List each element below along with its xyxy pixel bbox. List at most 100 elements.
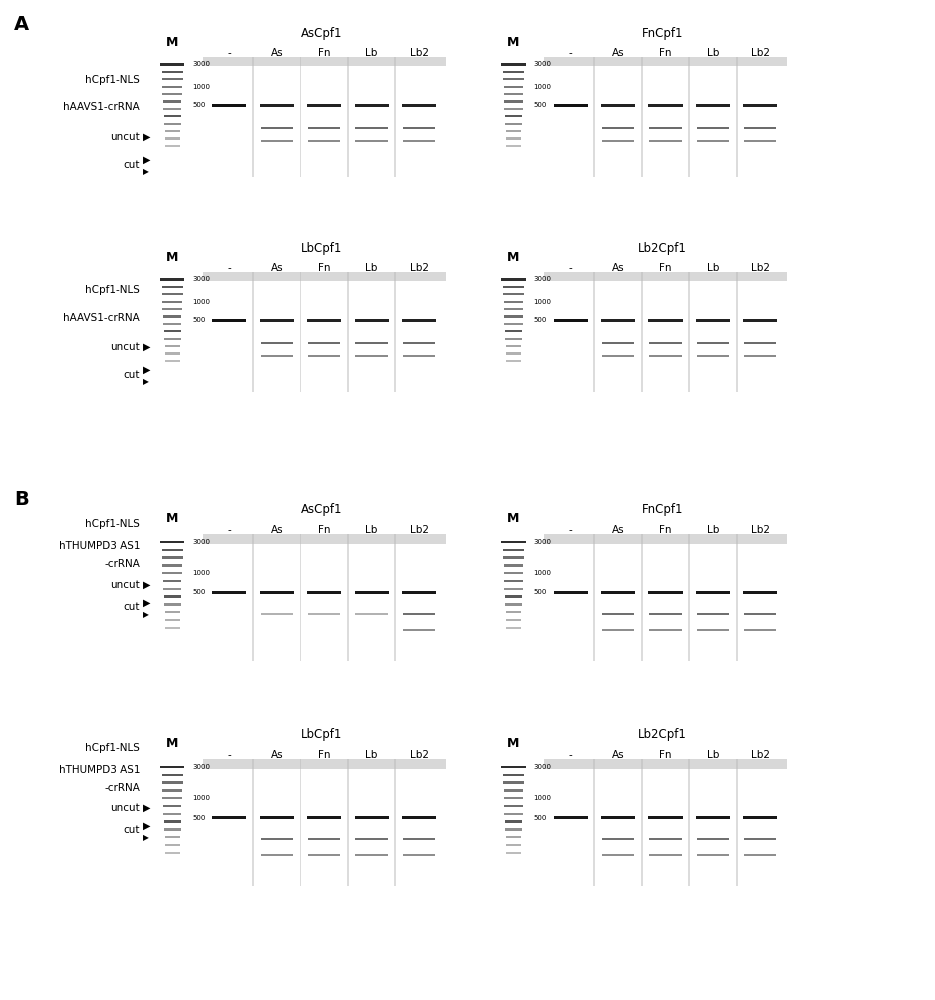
FancyBboxPatch shape xyxy=(503,774,525,776)
FancyBboxPatch shape xyxy=(403,854,435,856)
FancyBboxPatch shape xyxy=(347,272,349,392)
FancyBboxPatch shape xyxy=(164,828,180,831)
FancyBboxPatch shape xyxy=(501,278,525,281)
FancyBboxPatch shape xyxy=(688,272,690,392)
Text: As: As xyxy=(270,263,283,273)
FancyBboxPatch shape xyxy=(299,759,301,886)
Text: As: As xyxy=(270,750,283,760)
Text: Lb: Lb xyxy=(707,525,719,535)
FancyBboxPatch shape xyxy=(696,104,730,107)
FancyBboxPatch shape xyxy=(212,319,247,322)
FancyBboxPatch shape xyxy=(736,272,738,392)
FancyBboxPatch shape xyxy=(601,319,635,322)
FancyBboxPatch shape xyxy=(163,308,182,310)
Text: hCpf1-NLS: hCpf1-NLS xyxy=(85,743,140,753)
FancyBboxPatch shape xyxy=(164,108,181,110)
FancyBboxPatch shape xyxy=(594,534,596,661)
FancyBboxPatch shape xyxy=(744,629,776,631)
FancyBboxPatch shape xyxy=(744,355,776,357)
FancyBboxPatch shape xyxy=(163,301,182,303)
FancyBboxPatch shape xyxy=(395,57,396,177)
Text: Fn: Fn xyxy=(659,263,671,273)
FancyBboxPatch shape xyxy=(505,820,522,823)
FancyBboxPatch shape xyxy=(505,813,523,815)
FancyBboxPatch shape xyxy=(165,360,180,362)
FancyBboxPatch shape xyxy=(505,828,522,831)
FancyBboxPatch shape xyxy=(395,759,396,886)
FancyBboxPatch shape xyxy=(640,272,642,392)
FancyBboxPatch shape xyxy=(307,319,341,322)
FancyBboxPatch shape xyxy=(506,130,521,132)
FancyBboxPatch shape xyxy=(744,854,776,856)
Text: Lb: Lb xyxy=(366,750,378,760)
Text: -: - xyxy=(568,525,572,535)
FancyBboxPatch shape xyxy=(601,591,635,594)
FancyBboxPatch shape xyxy=(160,63,184,66)
Text: ▶: ▶ xyxy=(143,821,151,831)
FancyBboxPatch shape xyxy=(744,613,776,615)
Text: hCpf1-NLS: hCpf1-NLS xyxy=(85,285,140,295)
FancyBboxPatch shape xyxy=(504,308,524,310)
Text: ▶: ▶ xyxy=(143,610,149,619)
FancyBboxPatch shape xyxy=(403,355,435,357)
Text: 3000: 3000 xyxy=(192,276,210,282)
FancyBboxPatch shape xyxy=(697,854,729,856)
Text: 1000: 1000 xyxy=(533,570,552,576)
FancyBboxPatch shape xyxy=(309,613,340,615)
FancyBboxPatch shape xyxy=(260,104,294,107)
Text: Lb2: Lb2 xyxy=(410,48,428,58)
FancyBboxPatch shape xyxy=(506,844,521,846)
Text: -: - xyxy=(227,48,231,58)
FancyBboxPatch shape xyxy=(403,140,435,142)
FancyBboxPatch shape xyxy=(505,108,523,110)
FancyBboxPatch shape xyxy=(650,342,682,344)
Text: 1000: 1000 xyxy=(533,299,552,305)
Text: As: As xyxy=(611,750,625,760)
Text: uncut: uncut xyxy=(110,132,140,142)
FancyBboxPatch shape xyxy=(261,127,293,129)
FancyBboxPatch shape xyxy=(203,57,446,66)
FancyBboxPatch shape xyxy=(299,534,301,661)
FancyBboxPatch shape xyxy=(602,629,634,631)
FancyBboxPatch shape xyxy=(505,603,522,606)
FancyBboxPatch shape xyxy=(309,355,340,357)
Text: 3000: 3000 xyxy=(192,61,210,67)
Text: -crRNA: -crRNA xyxy=(105,783,140,793)
FancyBboxPatch shape xyxy=(594,759,596,886)
FancyBboxPatch shape xyxy=(688,534,690,661)
FancyBboxPatch shape xyxy=(504,572,524,574)
Text: Fn: Fn xyxy=(659,525,671,535)
FancyBboxPatch shape xyxy=(744,127,776,129)
Text: uncut: uncut xyxy=(110,580,140,590)
FancyBboxPatch shape xyxy=(602,355,634,357)
FancyBboxPatch shape xyxy=(648,319,683,322)
Text: 3000: 3000 xyxy=(533,764,552,770)
Text: LbCpf1: LbCpf1 xyxy=(300,242,342,255)
Text: uncut: uncut xyxy=(110,803,140,813)
FancyBboxPatch shape xyxy=(554,816,588,819)
FancyBboxPatch shape xyxy=(506,137,521,140)
FancyBboxPatch shape xyxy=(355,140,388,142)
FancyBboxPatch shape xyxy=(395,534,396,661)
FancyBboxPatch shape xyxy=(696,816,730,819)
FancyBboxPatch shape xyxy=(505,315,523,318)
FancyBboxPatch shape xyxy=(648,816,683,819)
FancyBboxPatch shape xyxy=(261,838,293,840)
FancyBboxPatch shape xyxy=(503,286,525,288)
FancyBboxPatch shape xyxy=(648,104,683,107)
FancyBboxPatch shape xyxy=(736,534,738,661)
Text: 3000: 3000 xyxy=(192,764,210,770)
FancyBboxPatch shape xyxy=(602,613,634,615)
Text: hTHUMPD3 AS1: hTHUMPD3 AS1 xyxy=(59,541,140,551)
Text: ▶: ▶ xyxy=(143,155,151,165)
FancyBboxPatch shape xyxy=(164,115,180,117)
Text: M: M xyxy=(166,36,179,49)
FancyBboxPatch shape xyxy=(506,145,521,147)
Text: hTHUMPD3 AS1: hTHUMPD3 AS1 xyxy=(59,765,140,775)
FancyBboxPatch shape xyxy=(309,854,340,856)
FancyBboxPatch shape xyxy=(309,838,340,840)
Text: Fn: Fn xyxy=(659,750,671,760)
FancyBboxPatch shape xyxy=(260,319,294,322)
FancyBboxPatch shape xyxy=(164,323,181,325)
FancyBboxPatch shape xyxy=(402,591,436,594)
